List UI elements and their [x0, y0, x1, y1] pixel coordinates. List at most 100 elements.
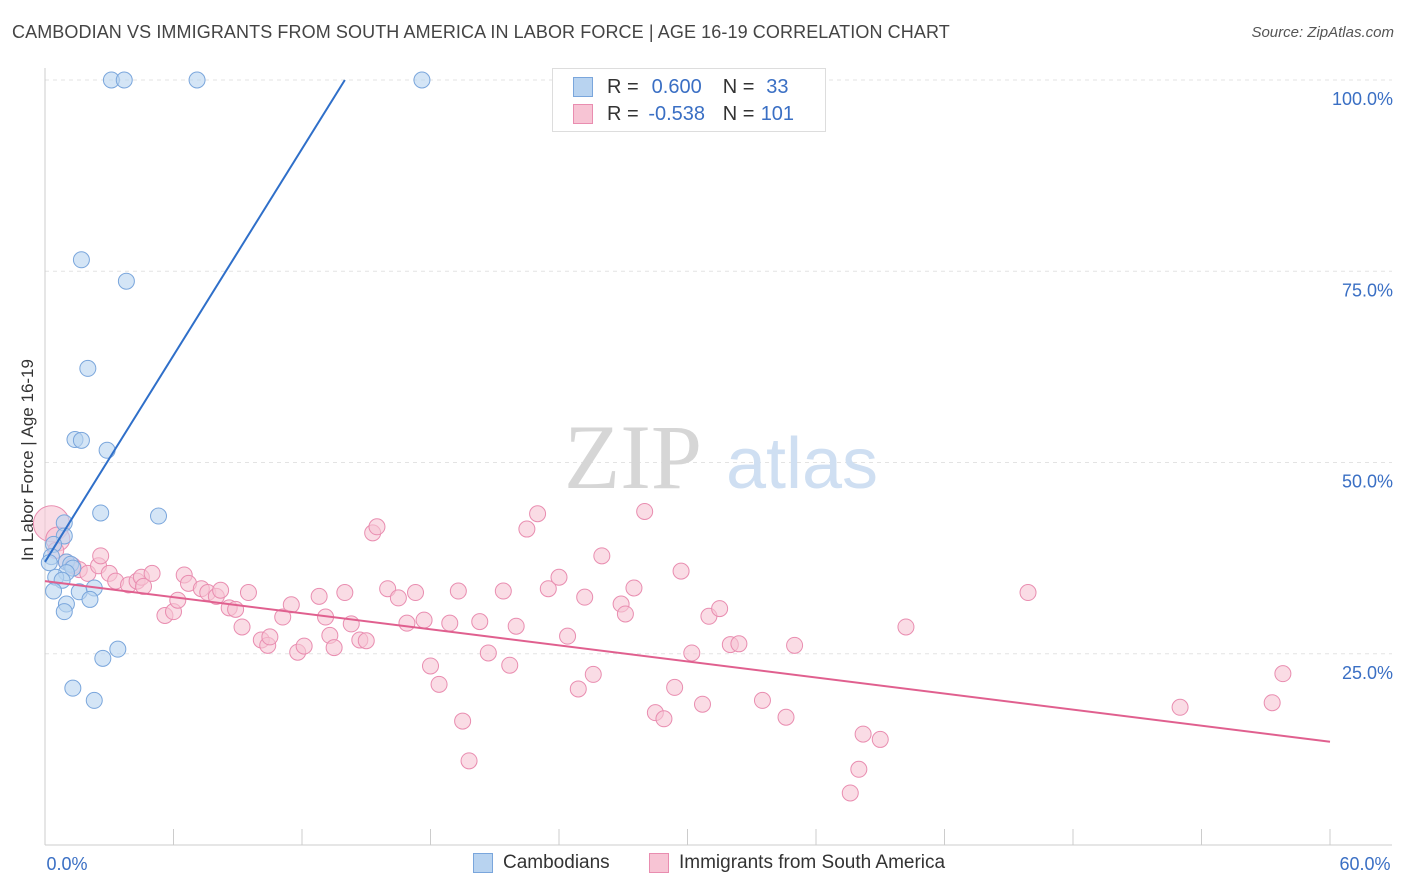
- data-point-immigrants: [753, 691, 771, 709]
- data-point-immigrants: [636, 502, 654, 520]
- cambodian-points: [40, 71, 431, 709]
- data-point-cambodians: [109, 640, 127, 658]
- data-point-immigrants: [398, 614, 416, 632]
- data-point-immigrants: [92, 547, 110, 565]
- data-point-immigrants: [239, 584, 257, 602]
- correlation-legend: R = 0.600 N = 33 R = -0.538 N = 101: [552, 68, 826, 132]
- data-point-immigrants: [454, 712, 472, 730]
- source-label: Source: ZipAtlas.com: [1251, 24, 1394, 41]
- data-point-immigrants: [261, 628, 279, 646]
- data-point-immigrants: [529, 505, 547, 523]
- data-point-immigrants: [672, 562, 690, 580]
- watermark-zip: ZIP: [564, 406, 702, 508]
- data-point-cambodians: [72, 251, 90, 269]
- data-point-immigrants: [550, 568, 568, 586]
- data-point-immigrants: [430, 675, 448, 693]
- data-point-cambodians: [117, 272, 135, 290]
- legend-r-label: R =: [607, 102, 639, 125]
- y-tick-label: 25.0%: [1342, 663, 1393, 683]
- data-point-immigrants: [212, 581, 230, 599]
- data-point-immigrants: [693, 695, 711, 713]
- data-point-cambodians: [55, 603, 73, 621]
- data-point-immigrants: [871, 730, 889, 748]
- chart-title: CAMBODIAN VS IMMIGRANTS FROM SOUTH AMERI…: [12, 22, 950, 42]
- data-point-immigrants: [569, 680, 587, 698]
- data-point-immigrants: [471, 613, 489, 631]
- data-point-immigrants: [295, 637, 313, 655]
- data-point-immigrants: [593, 547, 611, 565]
- data-point-immigrants: [336, 584, 354, 602]
- legend-item-immigrants: Immigrants from South America: [649, 852, 945, 874]
- legend-label-immigrants: Immigrants from South America: [679, 852, 946, 873]
- data-point-immigrants: [518, 520, 536, 538]
- data-point-immigrants: [841, 784, 859, 802]
- legend-r-value: -0.538: [648, 102, 706, 125]
- data-point-immigrants: [449, 582, 467, 600]
- data-point-cambodians: [413, 71, 431, 89]
- data-point-immigrants: [460, 752, 478, 770]
- data-point-immigrants: [1019, 584, 1037, 602]
- legend-swatch-blue: [473, 853, 493, 873]
- data-point-immigrants: [1263, 694, 1281, 712]
- data-point-cambodians: [150, 507, 168, 525]
- data-point-cambodians: [40, 554, 58, 572]
- data-point-immigrants: [135, 577, 153, 595]
- data-point-immigrants: [539, 580, 557, 598]
- data-point-immigrants: [584, 665, 602, 683]
- data-point-immigrants: [233, 618, 251, 636]
- data-point-immigrants: [274, 608, 292, 626]
- data-point-immigrants: [169, 591, 187, 609]
- data-point-immigrants: [325, 639, 343, 657]
- legend-label-cambodians: Cambodians: [503, 852, 610, 873]
- data-point-immigrants: [441, 614, 459, 632]
- data-point-immigrants: [494, 582, 512, 600]
- data-point-immigrants: [422, 657, 439, 675]
- data-point-immigrants: [730, 635, 748, 653]
- immigrants-points: [32, 502, 1292, 802]
- data-point-immigrants: [310, 587, 328, 605]
- y-tick-label: 50.0%: [1342, 472, 1393, 492]
- data-point-cambodians: [92, 504, 110, 522]
- data-point-cambodians: [94, 649, 112, 667]
- data-point-immigrants: [1171, 698, 1189, 716]
- trend-lines: [44, 79, 1331, 743]
- data-point-cambodians: [81, 590, 99, 608]
- legend-swatch-blue: [573, 77, 593, 97]
- data-point-cambodians: [98, 441, 116, 459]
- data-point-cambodians: [72, 431, 90, 449]
- watermark: ZIP atlas: [564, 406, 878, 508]
- data-point-immigrants: [897, 618, 915, 636]
- legend-n-value: 33: [766, 75, 789, 98]
- data-point-immigrants: [479, 644, 497, 662]
- data-point-immigrants: [1274, 665, 1292, 683]
- data-point-cambodians: [64, 679, 82, 697]
- trend-line-immigrants: [44, 580, 1331, 743]
- legend-item-cambodians: Cambodians: [473, 852, 610, 874]
- data-point-immigrants: [389, 589, 407, 607]
- legend-row-cambodians: R = 0.600 N = 33: [573, 75, 800, 99]
- data-point-immigrants: [576, 588, 594, 606]
- legend-row-immigrants: R = -0.538 N = 101: [573, 102, 800, 126]
- data-point-immigrants: [655, 710, 673, 728]
- data-point-immigrants: [501, 656, 519, 674]
- y-tick-label: 75.0%: [1342, 280, 1393, 300]
- data-point-cambodians: [115, 71, 133, 89]
- legend-r-value: 0.600: [651, 75, 702, 98]
- data-point-cambodians: [45, 582, 63, 600]
- legend-r-label: R =: [607, 75, 639, 98]
- data-point-immigrants: [777, 708, 795, 726]
- data-point-cambodians: [85, 691, 103, 709]
- data-point-immigrants: [711, 600, 729, 618]
- data-point-immigrants: [559, 627, 577, 645]
- data-point-immigrants: [507, 617, 525, 635]
- tick-labels: 25.0% 50.0% 75.0% 100.0% 0.0% 60.0%: [46, 89, 1393, 874]
- data-point-immigrants: [683, 644, 701, 662]
- legend-swatch-pink: [649, 853, 669, 873]
- watermark-atlas: atlas: [726, 424, 878, 504]
- data-point-cambodians: [79, 359, 97, 377]
- legend-n-value: 101: [760, 102, 795, 125]
- data-point-immigrants: [850, 760, 868, 778]
- legend-swatch-pink: [573, 104, 593, 124]
- data-point-cambodians: [188, 71, 206, 89]
